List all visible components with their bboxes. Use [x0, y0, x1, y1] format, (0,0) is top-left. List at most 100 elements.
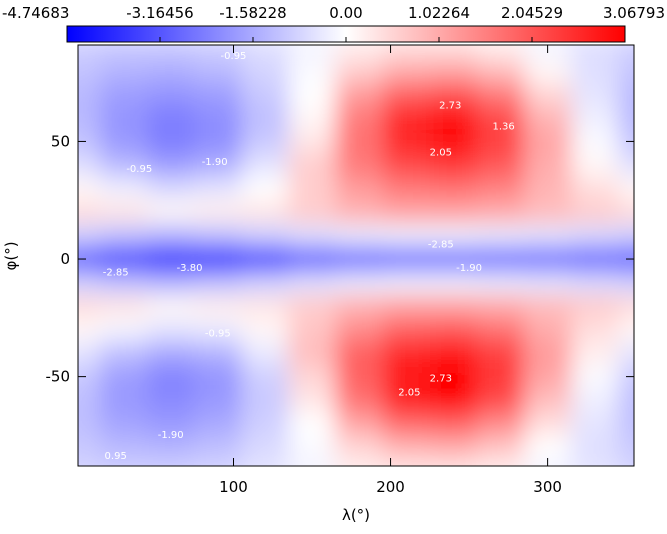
heat-cell	[99, 388, 148, 413]
heat-cell	[78, 388, 101, 413]
contour-label: -2.85	[103, 267, 129, 278]
heat-cell	[78, 341, 101, 366]
heat-cell	[241, 223, 289, 248]
heat-cell	[571, 458, 619, 466]
heat-cell	[618, 270, 634, 295]
heat-cell	[618, 341, 634, 366]
heat-cell	[571, 106, 619, 131]
heat-cell	[382, 45, 431, 60]
heat-cell	[429, 176, 478, 201]
heat-cell	[99, 270, 148, 295]
heat-cell	[241, 270, 289, 295]
y-tick-label: 50	[51, 132, 70, 150]
heat-cell	[147, 247, 195, 272]
heat-cell	[241, 411, 289, 436]
heat-cell	[476, 82, 525, 107]
heat-cell	[382, 388, 431, 413]
heat-cell	[78, 317, 101, 342]
heat-cell	[524, 270, 572, 295]
contour-label: -1.90	[456, 263, 482, 274]
heat-cell	[99, 247, 148, 272]
heat-cell	[194, 364, 242, 389]
heat-cell	[78, 270, 101, 295]
heat-cell	[382, 247, 431, 272]
heat-cell	[571, 388, 619, 413]
heat-cell	[241, 176, 289, 201]
heat-cell	[241, 82, 289, 107]
heat-cell	[476, 200, 525, 225]
heat-cell	[524, 388, 572, 413]
heat-cell	[78, 45, 101, 60]
heat-cell	[429, 294, 478, 319]
heat-cell	[382, 458, 431, 466]
heat-cell	[288, 153, 337, 178]
heat-cell	[194, 317, 242, 342]
heat-cell	[476, 364, 525, 389]
heat-cell	[99, 59, 148, 84]
heat-cell	[524, 435, 572, 460]
heat-cell	[524, 153, 572, 178]
heat-cell	[524, 341, 572, 366]
heat-cell	[476, 435, 525, 460]
heat-cell	[78, 411, 101, 436]
heat-cell	[524, 106, 572, 131]
heat-cell	[147, 129, 195, 154]
heat-cell	[382, 82, 431, 107]
heat-cell	[194, 294, 242, 319]
overlay: 100 200 300 50 0 -50 2.73 2.05 1.36 -1.90 -0.95 -0.…	[46, 45, 634, 496]
heat-cell	[476, 106, 525, 131]
heat-cell	[429, 59, 478, 84]
heat-cell	[476, 247, 525, 272]
heat-cell	[476, 176, 525, 201]
heat-cell	[241, 247, 289, 272]
heat-cell	[476, 458, 525, 466]
heat-cell	[335, 106, 384, 131]
heat-cell	[99, 153, 148, 178]
x-axis-label: λ(°)	[342, 506, 370, 524]
heat-cell	[99, 82, 148, 107]
heat-cell	[335, 388, 384, 413]
heat-cell	[288, 270, 337, 295]
contour-label: 2.73	[430, 373, 452, 384]
heat-cell	[288, 176, 337, 201]
heat-cell	[78, 200, 101, 225]
heat-cell	[429, 270, 478, 295]
heat-cell	[476, 317, 525, 342]
heat-cell	[288, 200, 337, 225]
heat-cell	[147, 82, 195, 107]
heat-cell	[618, 200, 634, 225]
heat-cell	[429, 458, 478, 466]
heat-cell	[382, 270, 431, 295]
heat-cell	[382, 317, 431, 342]
contour-label: 2.05	[430, 148, 452, 159]
contour-label: -0.95	[126, 164, 152, 175]
heat-cell	[476, 223, 525, 248]
heat-cell	[147, 200, 195, 225]
heat-cell	[382, 106, 431, 131]
heat-cell	[194, 106, 242, 131]
heat-cell	[429, 223, 478, 248]
heat-cell	[524, 294, 572, 319]
heat-cell	[524, 247, 572, 272]
heat-cell	[618, 59, 634, 84]
heat-cell	[99, 341, 148, 366]
heat-cell	[335, 270, 384, 295]
heat-cell	[78, 223, 101, 248]
heat-cell	[241, 129, 289, 154]
heat-cell	[147, 270, 195, 295]
contour-label: -3.80	[177, 263, 203, 274]
heat-cell	[571, 176, 619, 201]
heat-cell	[78, 294, 101, 319]
heat-cell	[335, 247, 384, 272]
heat-cell	[618, 45, 634, 60]
heat-cell	[476, 270, 525, 295]
heat-cell	[476, 129, 525, 154]
heat-cell	[335, 59, 384, 84]
heat-cell	[524, 411, 572, 436]
x-tick-label: 100	[219, 478, 248, 496]
heat-cell	[194, 411, 242, 436]
heat-cell	[571, 270, 619, 295]
colorbar-tick-label: 0.00	[329, 4, 362, 22]
heat-cell	[571, 294, 619, 319]
